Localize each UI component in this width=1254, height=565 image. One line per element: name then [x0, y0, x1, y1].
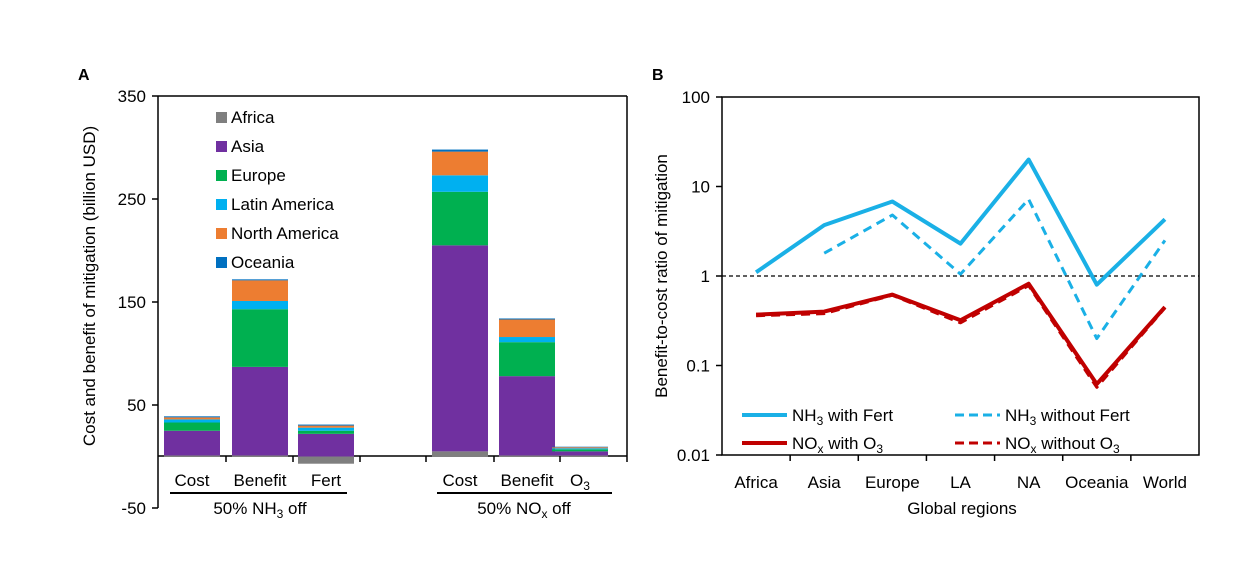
a-group-label: 50% NOx off [477, 499, 571, 521]
a-category-label: Cost [175, 471, 210, 490]
bar-segment-asia [432, 245, 488, 452]
a-group-label: 50% NH3 off [213, 499, 307, 521]
bar-segment-latin-america [232, 300, 288, 310]
bar-segment-north-america [164, 417, 220, 420]
bar-segment-oceania [164, 416, 220, 418]
panel-a-label: A [78, 67, 90, 84]
bar-segment-north-america [432, 151, 488, 176]
legend-label: NOx with O3 [792, 434, 883, 456]
legend-swatch-latin-america [216, 199, 227, 210]
bar-segment-latin-america [432, 175, 488, 192]
bar-segment-latin-america [164, 419, 220, 423]
legend-label: NH3 with Fert [792, 406, 893, 428]
legend-label: Asia [231, 137, 265, 156]
a-ytick-label: 50 [127, 396, 146, 415]
panel-b-label: B [652, 67, 664, 84]
bar-segment-asia [232, 366, 288, 456]
bar-segment-north-america [232, 280, 288, 301]
panel-b-y-axis-label: Benefit-to-cost ratio of mitigation [652, 154, 671, 398]
b-ytick-label: 1 [701, 267, 710, 286]
panel-a-chart: A Cost and benefit of mitigation (billio… [78, 67, 628, 521]
a-category-label: Cost [443, 471, 478, 490]
series-line-1 [823, 197, 1167, 341]
legend-swatch-north-america [216, 228, 227, 239]
bar-segment-asia [164, 430, 220, 456]
b-ytick-label: 10 [691, 178, 710, 197]
bar-segment-oceania [232, 279, 288, 281]
legend-swatch-oceania [216, 257, 227, 268]
bar-segment-oceania [432, 149, 488, 152]
legend-label: Oceania [231, 253, 295, 272]
bar-segment-north-america [499, 319, 555, 338]
b-category-label: LA [950, 473, 971, 492]
b-ytick-label: 0.01 [677, 446, 710, 465]
bar-segment-europe [432, 191, 488, 246]
series-line-3 [756, 284, 1167, 389]
bar-segment-latin-america [298, 427, 354, 431]
panel-b-x-axis-label: Global regions [907, 499, 1017, 518]
b-category-label: Oceania [1065, 473, 1129, 492]
bar-segment-europe [552, 449, 608, 452]
bar-segment-oceania [499, 318, 555, 320]
a-ytick-label: 250 [118, 190, 146, 209]
panel-a-y-axis-label: Cost and benefit of mitigation (billion … [80, 126, 99, 446]
bar-segment-north-america [298, 425, 354, 428]
a-ytick-label: 150 [118, 293, 146, 312]
bar-segment-north-america [552, 447, 608, 449]
bar-segment-africa [432, 451, 488, 457]
series-line-2 [755, 281, 1167, 387]
legend-label: Latin America [231, 195, 335, 214]
b-category-label: NA [1017, 473, 1041, 492]
bar-segment-oceania [552, 446, 608, 448]
b-ytick-label: 100 [682, 88, 710, 107]
a-ytick-label: 350 [118, 87, 146, 106]
legend-label: NOx without O3 [1005, 434, 1120, 456]
bar-segment-africa [552, 455, 608, 457]
bar-segment-oceania [298, 424, 354, 426]
legend-label: Europe [231, 166, 286, 185]
legend-label: NH3 without Fert [1005, 406, 1130, 428]
bar-segment-africa [298, 456, 354, 464]
b-category-label: Africa [734, 473, 778, 492]
legend-swatch-europe [216, 170, 227, 181]
bar-segment-africa [232, 455, 288, 457]
bar-segment-europe [232, 309, 288, 367]
a-category-label: O3 [570, 471, 590, 493]
bar-segment-africa [164, 455, 220, 457]
a-category-label: Fert [311, 471, 342, 490]
bar-segment-asia [298, 433, 354, 457]
a-category-label: Benefit [501, 471, 554, 490]
series-line-0 [754, 157, 1167, 287]
bar-segment-asia [499, 376, 555, 456]
bar-segment-europe [499, 342, 555, 377]
b-category-label: World [1143, 473, 1187, 492]
panel-b-chart: B Benefit-to-cost ratio of mitigation Gl… [652, 67, 1200, 518]
legend-label: North America [231, 224, 339, 243]
bar-segment-latin-america [552, 448, 608, 450]
bar-segment-africa [499, 455, 555, 457]
legend-swatch-africa [216, 112, 227, 123]
a-ytick-label: -50 [121, 499, 146, 518]
legend-swatch-asia [216, 141, 227, 152]
a-category-label: Benefit [234, 471, 287, 490]
bar-segment-europe [298, 430, 354, 434]
bar-segment-europe [164, 422, 220, 431]
b-category-label: Asia [808, 473, 842, 492]
bar-segment-asia [552, 451, 608, 456]
legend-label: Africa [231, 108, 275, 127]
b-ytick-label: 0.1 [686, 357, 710, 376]
b-category-label: Europe [865, 473, 920, 492]
bar-segment-latin-america [499, 337, 555, 343]
